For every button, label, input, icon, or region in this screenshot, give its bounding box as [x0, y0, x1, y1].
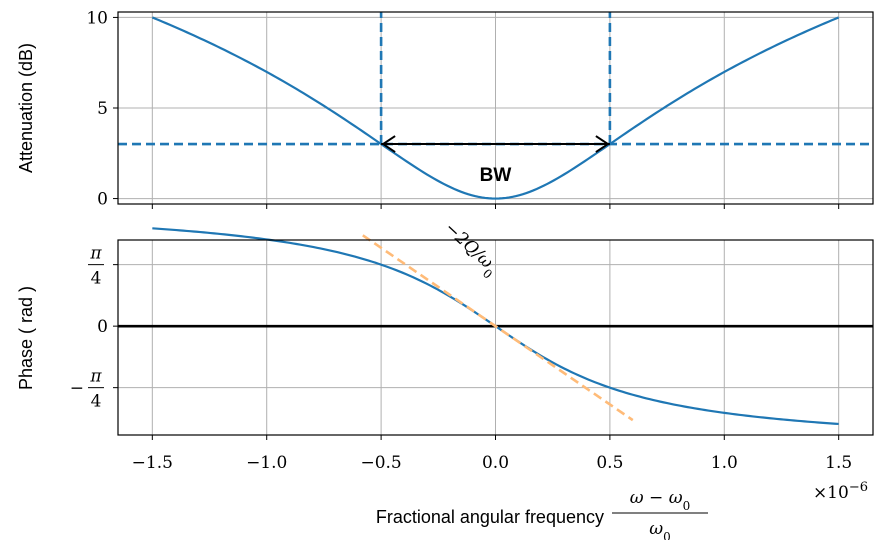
bottom-y-axis-label: Phase ( rad ) [16, 286, 36, 390]
bw-label: BW [480, 165, 512, 186]
ytick-fraction-denominator: 4 [91, 392, 102, 412]
top-ytick-label: 5 [97, 99, 108, 119]
x-axis-label-text: Fractional angular frequency [376, 507, 604, 527]
denominator-subscript: 0 [663, 530, 671, 540]
slope-label: −2Q/ω0 [437, 218, 502, 281]
x-label-fraction-denominator: ω0 [649, 519, 671, 540]
multiplier-base: ×10 [813, 483, 849, 503]
bandwidth-annotation: BW [381, 135, 610, 186]
ytick-sign: − [70, 379, 84, 399]
top-series [118, 12, 873, 200]
x-tick-label: 0.5 [596, 453, 623, 473]
x-axis-multiplier: ×10−6 [813, 480, 868, 504]
x-tick-label: 1.5 [825, 453, 852, 473]
x-tick-label: −1.0 [246, 453, 287, 473]
top-ytick-label: 10 [86, 8, 108, 28]
slope-label-text: −2Q/ω0 [437, 218, 502, 281]
x-tick-label: −0.5 [360, 453, 401, 473]
bottom-ytick-label: 0 [97, 317, 108, 337]
top-y-axis-label: Attenuation (dB) [16, 43, 36, 173]
ytick-fraction-numerator: π [89, 367, 102, 387]
attenuation-curve [151, 16, 840, 200]
top-ytick-label: 0 [97, 190, 108, 210]
bw-arrow-head-right [595, 135, 610, 153]
ytick-fraction-denominator: 4 [91, 269, 102, 289]
ytick-fraction-numerator: π [89, 244, 102, 264]
multiplier-text: ×10−6 [813, 480, 868, 504]
numerator-subscript: 0 [683, 499, 691, 513]
slope-line [362, 234, 634, 422]
x-tick-label: 0.0 [482, 453, 509, 473]
bw-arrow-head-left [381, 135, 396, 153]
attenuation-panel: 0 5 10 BW Attenuation (dB) [16, 8, 874, 210]
x-tick-label: −1.5 [132, 453, 173, 473]
numerator-main: ω − ω [630, 488, 683, 508]
top-ticks: 0 5 10 [86, 8, 840, 210]
multiplier-exponent: −6 [849, 480, 868, 495]
x-tick-label: 1.0 [711, 453, 738, 473]
x-label-fraction-numerator: ω − ω0 [630, 488, 690, 513]
denominator-main: ω [649, 519, 663, 539]
bottom-grid [118, 240, 873, 435]
